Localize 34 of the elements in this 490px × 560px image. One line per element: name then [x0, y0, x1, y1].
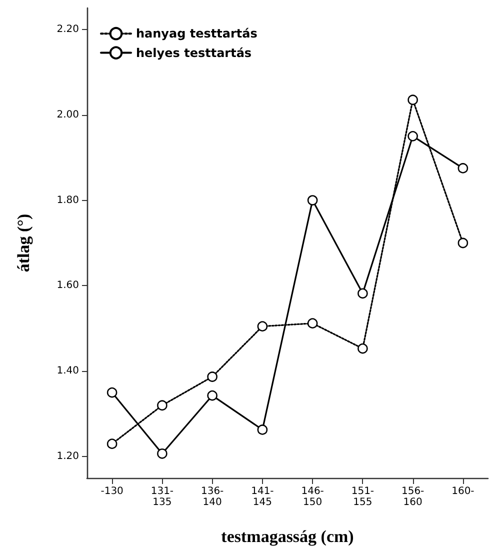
point [106, 438, 118, 449]
x-tick-label: 146- 150 [301, 486, 324, 508]
point [458, 163, 468, 174]
point [307, 318, 318, 328]
point [408, 94, 418, 106]
point [307, 195, 318, 206]
point [207, 372, 218, 382]
point [157, 400, 168, 411]
x-tick-label: 141- 145 [251, 486, 274, 508]
y-tick-label: 2.20 [56, 24, 79, 35]
point [106, 387, 118, 398]
point [257, 424, 268, 435]
y-tick-label: 1.20 [56, 451, 79, 462]
x-axis-title: testmagasság (cm) [221, 527, 354, 546]
x-tick-label: 136- 140 [200, 486, 224, 508]
point [458, 238, 468, 248]
point [207, 390, 218, 401]
y-tick-label: 2.00 [56, 109, 79, 120]
legend-label: helyes testtartás [136, 46, 252, 60]
x-tick-label: 131- 135 [150, 486, 174, 508]
x-tick-label: 156- 160 [401, 486, 425, 508]
point [257, 321, 268, 332]
point [157, 448, 168, 459]
x-tick-label: -130 [100, 486, 124, 497]
x-tick-label: 160- [452, 486, 475, 497]
point [358, 288, 368, 299]
point [408, 131, 418, 142]
y-tick-label: 1.40 [56, 366, 79, 377]
y-axis-title: átlag (°) [14, 214, 33, 272]
y-tick-label: 1.60 [56, 280, 79, 292]
point [358, 343, 368, 354]
x-tick-label: 151- 155 [351, 486, 374, 508]
legend-label: hanyag testtartás [136, 26, 258, 41]
y-tick-label: 1.80 [56, 194, 79, 206]
